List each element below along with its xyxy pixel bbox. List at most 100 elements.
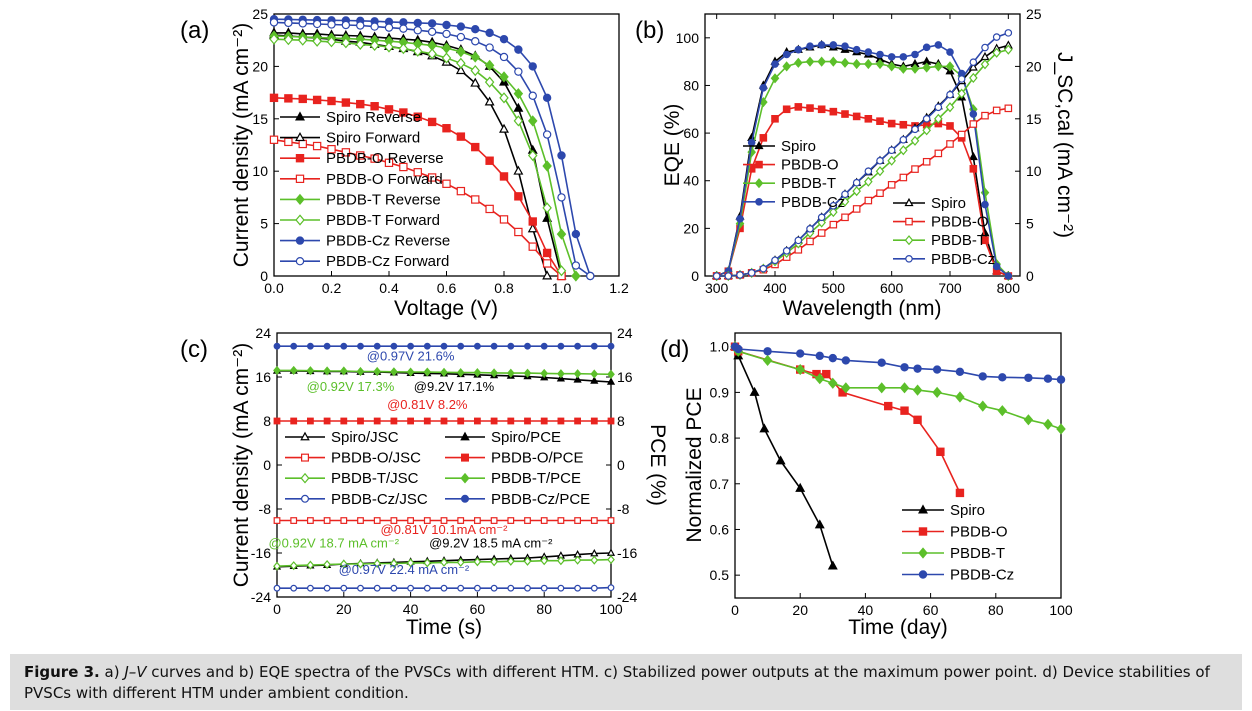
series-c-4-point	[423, 558, 432, 568]
y2-axis-title: PCE (%)	[646, 424, 669, 506]
x-axis-title: Voltage (V)	[394, 297, 498, 320]
series-c-2-point	[457, 517, 465, 524]
y-tick-label-0: 0	[691, 268, 699, 284]
y2-tick-label-1: -16	[617, 545, 637, 561]
series-c-7-point	[590, 342, 598, 350]
series-a-2-point	[298, 94, 307, 104]
series-b-2-point	[875, 58, 885, 70]
series-a-2-point	[499, 172, 509, 181]
series-d-1-point	[884, 401, 893, 411]
series-a-4-line	[273, 35, 577, 277]
series-a-1-point	[484, 96, 495, 106]
legend-marker	[905, 254, 913, 263]
series-a-6-point	[442, 20, 451, 30]
series-d-0-point	[749, 386, 760, 396]
series-c-2-point	[323, 517, 331, 524]
series-d-2-point	[912, 384, 923, 396]
series-b-5-point	[899, 173, 908, 182]
legend-label-0: Spiro	[950, 502, 985, 519]
y-tick-label-2: 40	[683, 173, 699, 189]
series-c-3-point	[323, 417, 331, 425]
legend-label-3: PBDB-Cz/JSC	[331, 491, 428, 508]
series-b-7-point	[899, 135, 908, 144]
legend-marker	[460, 472, 470, 484]
series-a-7-point	[370, 22, 379, 31]
plot-frame	[734, 332, 1062, 599]
series-c-6-point	[423, 584, 431, 592]
y-tick-label-1: -16	[251, 545, 271, 561]
series-d-2-point	[876, 382, 887, 394]
plot-frame	[704, 13, 1021, 277]
series-d-3-point	[734, 344, 743, 354]
y2-tick-label-0: 0	[1026, 268, 1034, 284]
series-a-7-point	[356, 21, 365, 30]
series-c-1-point	[590, 376, 599, 384]
series-c-5-point	[356, 366, 365, 377]
series-a-6-point	[485, 28, 494, 38]
series-d-1-point	[936, 447, 945, 456]
series-a-7-point	[284, 18, 293, 28]
series-b-6-point	[852, 186, 861, 197]
series-d-2-point	[1043, 418, 1053, 430]
series-c-5-point	[339, 366, 348, 376]
caption-text-1: a)	[99, 663, 125, 681]
series-b-6-point	[922, 125, 931, 136]
legend-label-1: PBDB-O	[950, 524, 1008, 541]
series-a-7-point	[269, 18, 279, 27]
legend-label-1: Spiro Forward	[326, 130, 420, 147]
series-a-3-point	[298, 139, 307, 149]
legend-marker	[918, 527, 928, 536]
legend-label-2: PBDB-O Reverse	[326, 150, 444, 167]
series-b-7-point	[992, 33, 1001, 41]
series-a-2-point	[485, 156, 494, 165]
series-c-6-point	[323, 584, 331, 592]
series-c-3-point	[540, 417, 548, 425]
series-d-3-point	[815, 351, 824, 361]
series-c-6-point	[474, 584, 481, 592]
series-d-2-point	[1023, 414, 1034, 426]
series-a-5-point	[269, 33, 279, 45]
series-b-3-point	[841, 42, 849, 50]
series-a-4-point	[542, 160, 552, 172]
series-a-1-point	[513, 165, 524, 175]
series-c-7-point	[490, 342, 498, 350]
series-a-2-point	[284, 94, 293, 103]
series-a-6-point	[528, 62, 537, 71]
series-a-3-point	[514, 227, 523, 237]
x-tick-label-5: 100	[599, 601, 623, 617]
series-a-3-point	[269, 135, 279, 144]
y-axis-title: Current density (mA cm⁻²)	[230, 23, 253, 267]
series-b-1-point	[771, 114, 779, 123]
legend-marker	[904, 235, 914, 246]
series-c-3-point	[507, 417, 515, 425]
x-axis-title: Time (day)	[848, 616, 948, 639]
series-b-7-point	[981, 43, 989, 52]
series-c-6-point	[557, 584, 565, 592]
series-a-4-point	[456, 46, 466, 58]
series-c-5-point	[540, 368, 549, 378]
series-c-2-point	[373, 517, 381, 524]
x-tick-label-1: 20	[792, 602, 808, 618]
series-b-7-point	[771, 256, 779, 265]
y-tick-label-5: 16	[255, 369, 271, 385]
series-c-4-point	[456, 557, 465, 567]
series-d-1-point	[822, 369, 831, 379]
series-b-7-point	[957, 75, 966, 83]
series-a-2-point	[269, 93, 279, 103]
series-b-2-point	[934, 61, 943, 72]
y-axis-title: Current density (mA cm⁻²)	[230, 343, 253, 587]
series-c-6-point	[357, 584, 364, 592]
legend-label-3: PBDB-Cz	[781, 194, 845, 211]
series-c-4-point	[506, 556, 515, 566]
series-a-2-point	[370, 102, 379, 111]
series-c-7-point	[507, 342, 515, 350]
series-b-1-point	[981, 236, 989, 245]
series-a-0-point	[513, 102, 524, 112]
legend-label-1: PBDB-O	[781, 157, 839, 174]
series-a-3-point	[284, 137, 293, 147]
series-b-3-point	[887, 53, 896, 61]
series-b-7-point	[911, 125, 919, 134]
series-a-3-point	[542, 259, 552, 268]
series-c-7-point	[524, 342, 531, 350]
series-b-3-point	[782, 50, 791, 59]
